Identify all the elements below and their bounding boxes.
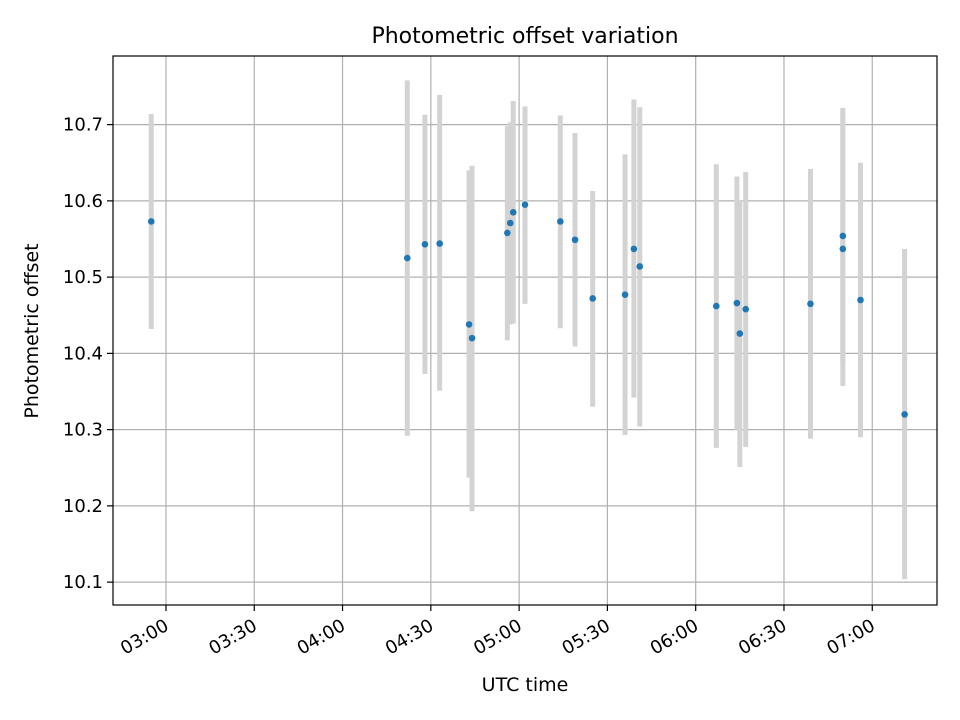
x-tick-label: 07:00 <box>823 615 878 659</box>
data-point <box>571 236 579 244</box>
data-point <box>506 219 514 227</box>
y-tick-label: 10.3 <box>63 420 103 441</box>
x-tick-label: 05:00 <box>470 615 525 659</box>
y-tick-label: 10.6 <box>63 191 103 212</box>
data-point <box>712 302 720 310</box>
data-point <box>839 232 847 240</box>
data-points <box>147 201 908 418</box>
data-point <box>733 299 741 307</box>
data-point <box>636 263 644 270</box>
x-tick-label: 03:30 <box>205 615 260 659</box>
y-axis-ticks: 10.1 10.2 10.3 10.4 10.5 10.6 10.7 <box>63 115 113 593</box>
data-point <box>807 300 814 308</box>
x-tick-label: 04:00 <box>294 615 349 659</box>
data-point <box>742 305 750 313</box>
x-tick-label: 05:30 <box>558 615 613 659</box>
data-point <box>436 240 443 247</box>
x-tick-label: 03:00 <box>117 615 172 659</box>
y-tick-label: 10.5 <box>63 267 103 288</box>
data-point <box>736 330 744 337</box>
data-point <box>468 334 476 342</box>
data-point <box>421 241 429 248</box>
data-point <box>857 296 864 304</box>
y-tick-label: 10.7 <box>63 115 103 136</box>
y-axis-label: Photometric offset <box>21 243 43 418</box>
data-point <box>621 291 629 298</box>
x-tick-label: 06:30 <box>735 615 790 659</box>
data-point <box>557 218 564 225</box>
data-point <box>403 254 411 262</box>
x-axis-label: UTC time <box>482 674 569 696</box>
x-axis-ticks: 03:00 03:30 04:00 04:30 05:00 05:30 06:00 06:30… <box>117 605 879 659</box>
y-tick-label: 10.2 <box>63 496 103 517</box>
data-point <box>630 245 638 253</box>
data-point <box>504 229 511 237</box>
data-point <box>147 218 155 225</box>
data-point <box>509 209 517 216</box>
data-point <box>901 411 908 418</box>
y-tick-label: 10.1 <box>63 572 103 593</box>
data-point <box>589 295 596 302</box>
data-point <box>839 245 847 253</box>
x-tick-label: 06:00 <box>647 615 702 659</box>
data-point <box>521 201 529 208</box>
y-tick-label: 10.4 <box>63 343 103 364</box>
data-point <box>465 321 473 328</box>
chart-title: Photometric offset variation <box>371 24 678 49</box>
x-tick-label: 04:30 <box>382 615 437 659</box>
error-bars <box>148 80 908 580</box>
plot-area <box>112 55 938 606</box>
